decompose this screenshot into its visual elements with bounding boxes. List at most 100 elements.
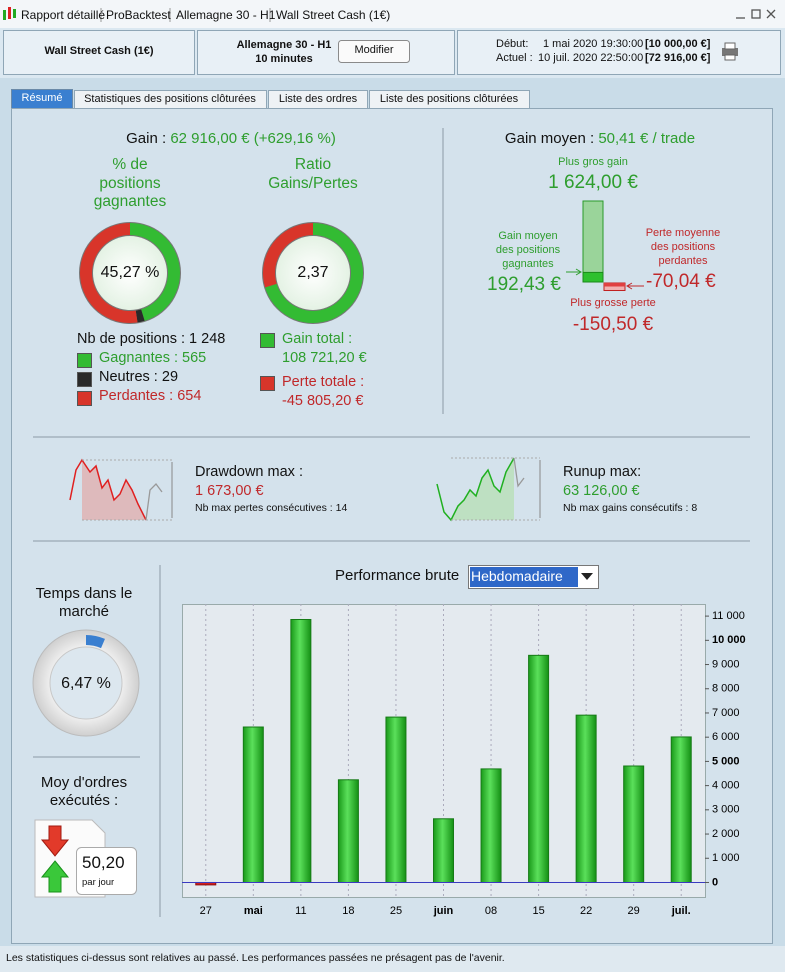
orders-value: 50,20	[82, 853, 125, 872]
tab-label[interactable]: Statistiques des positions clôturées	[84, 93, 256, 105]
donut-segment	[130, 223, 180, 321]
donut-center	[49, 646, 123, 720]
legend-item: Perdantes : 654	[99, 388, 201, 405]
positions-count: 1 248	[189, 331, 226, 347]
bar	[433, 818, 454, 883]
bar	[575, 714, 597, 883]
avg-gain-line: Gain moyen : 50,41 € / trade	[505, 130, 695, 148]
runup-label: Runup max:	[563, 464, 642, 480]
y-tick-label: 0	[712, 876, 718, 888]
legend-swatch	[260, 333, 275, 348]
loss-total-label: Perte totale :	[282, 374, 365, 390]
time-value: 6,47 %	[61, 675, 111, 692]
x-tick-label: mai	[244, 905, 263, 917]
ratio-value: 2,37	[297, 264, 329, 281]
button-label[interactable]: Modifier	[354, 44, 394, 56]
legend-count: 654	[177, 388, 202, 404]
x-tick-label: 18	[342, 905, 354, 917]
footer-note: Les statistiques ci-dessus sont relative…	[6, 952, 505, 964]
print-icon[interactable]	[722, 42, 738, 61]
legend-label: Gagnantes :	[99, 350, 178, 366]
button[interactable]	[338, 40, 410, 63]
current-capital: [72 916,00 €]	[645, 52, 711, 64]
donut-segment	[79, 223, 138, 324]
bar	[480, 768, 502, 883]
timeframe: 10 minutes	[255, 53, 313, 65]
drawdown-note: Nb max pertes consécutives : 14	[195, 502, 348, 514]
positions-label: Nb de positions :	[77, 331, 186, 347]
legend-count: 29	[161, 369, 179, 385]
gain-line: Gain : 62 916,00 € (+629,16 %)	[126, 130, 336, 148]
tab-label[interactable]: Liste des ordres	[278, 93, 358, 105]
runup-value: 63 126,00 €	[563, 483, 640, 499]
y-tick-label: 8 000	[712, 683, 740, 695]
window-controls[interactable]	[736, 9, 776, 19]
bar	[385, 716, 407, 883]
title-tab[interactable]: ProBacktest	[106, 8, 171, 22]
avg-loss-bar	[604, 283, 625, 287]
ratio-title: Ratio Gains/Pertes	[268, 156, 358, 192]
y-tick-label: 9 000	[712, 658, 740, 670]
legend-swatch	[77, 391, 92, 406]
y-tick-label: 7 000	[712, 707, 740, 719]
orders-label: Moy d'ordres exécutés :	[40, 774, 128, 809]
dropdown-value[interactable]: Hebdomadaire	[471, 568, 563, 584]
start-label: Début:	[496, 38, 529, 50]
y-tick-label: 10 000	[712, 634, 746, 646]
x-tick-label: 11	[295, 905, 306, 917]
x-tick-label: 22	[580, 905, 592, 917]
legend-swatch	[77, 372, 92, 387]
current-date: 10 juil. 2020 22:50:00	[538, 52, 644, 64]
dropdown-arrow[interactable]	[581, 573, 593, 580]
bar	[242, 726, 264, 883]
bar	[528, 654, 550, 883]
bar	[623, 765, 645, 883]
footer-bar	[0, 946, 785, 972]
header-box	[197, 30, 455, 75]
current-label: Actuel :	[496, 52, 533, 64]
win-rate-title: % de positions gagnantes	[93, 156, 167, 211]
donut-segment	[135, 309, 145, 323]
app-icon	[3, 7, 16, 20]
max-gain-label: Plus gros gain	[558, 156, 628, 168]
x-tick-label: juin	[433, 905, 454, 917]
bar	[337, 779, 359, 883]
pointer-arrow	[566, 268, 582, 276]
legend-label: Perdantes :	[99, 388, 174, 404]
legend-count: 565	[182, 350, 207, 366]
start-capital: [10 000,00 €]	[645, 38, 711, 50]
title-tab[interactable]: Wall Street Cash (1€)	[276, 8, 391, 22]
title-tab[interactable]: Allemagne 30 - H1	[176, 8, 276, 22]
legend-item: Gagnantes : 565	[99, 350, 206, 367]
x-tick-label: 08	[485, 905, 497, 917]
x-tick-label: 15	[532, 905, 544, 917]
header-box	[3, 30, 195, 75]
x-tick-label: 27	[200, 905, 212, 917]
donut-center	[276, 236, 350, 310]
avg-win-bar	[582, 271, 604, 283]
avg-loss-label: Perte moyenne des positions perdantes	[645, 227, 721, 267]
legend-swatch	[77, 353, 92, 368]
y-tick-label: 3 000	[712, 804, 740, 816]
max-gain-bar	[582, 200, 604, 283]
x-tick-label: juil.	[671, 905, 691, 917]
loss-total: -45 805,20 €	[282, 393, 364, 409]
tab-label[interactable]: Résumé	[21, 92, 63, 104]
avg-loss: -70,04 €	[646, 271, 716, 292]
title-tab[interactable]: Rapport détaillé	[21, 8, 106, 22]
positions-total: Nb de positions : 1 248	[77, 331, 225, 348]
time-label: Temps dans le marché	[35, 585, 133, 620]
tab-label[interactable]: Liste des positions clôturées	[379, 93, 519, 105]
y-tick-label: 6 000	[712, 731, 740, 743]
x-tick-label: 25	[390, 905, 402, 917]
y-tick-label: 2 000	[712, 828, 740, 840]
bar	[290, 618, 312, 883]
market: Allemagne 30 - H1	[236, 39, 332, 51]
max-gain: 1 624,00 €	[548, 172, 638, 193]
donut-segment	[86, 635, 105, 649]
y-tick-label: 5 000	[712, 755, 740, 767]
y-tick-label: 4 000	[712, 780, 740, 792]
legend-swatch	[260, 376, 275, 391]
